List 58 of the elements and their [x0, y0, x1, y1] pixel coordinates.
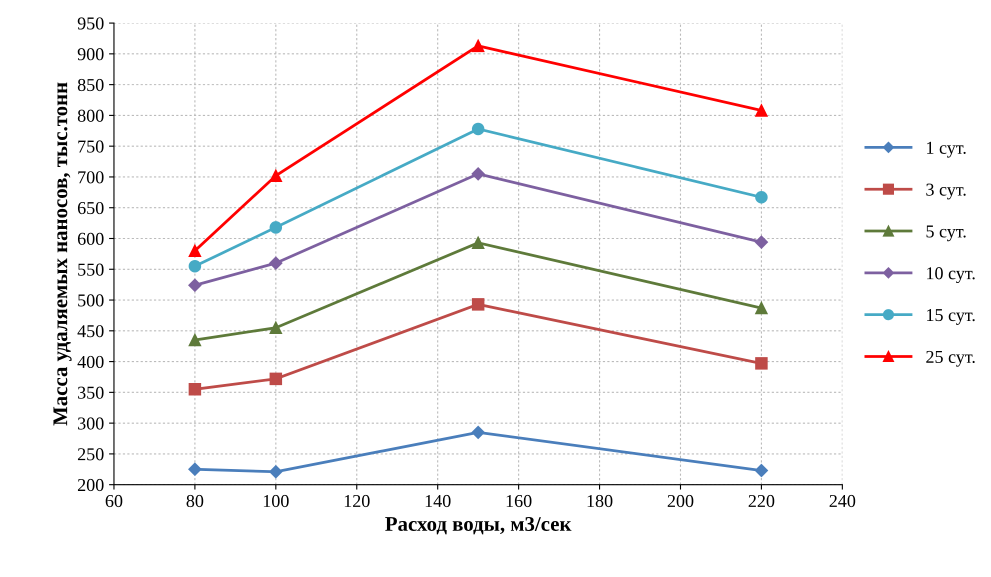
y-tick-label: 300 [78, 417, 104, 430]
point [754, 464, 768, 478]
y-axis-title: Масса удаляемых наносов, тыс.тонн [53, 82, 72, 426]
point [270, 321, 282, 334]
point [188, 278, 202, 292]
point [472, 426, 485, 439]
y-tick-label: 700 [78, 171, 104, 184]
legend-label: 25 сут. [926, 350, 975, 367]
y-tick-label: 250 [78, 448, 104, 460]
point [755, 302, 768, 314]
y-tick-label: 950 [78, 17, 104, 30]
point [270, 372, 282, 386]
point [754, 236, 768, 249]
point [755, 357, 768, 370]
point [472, 298, 484, 311]
y-tick-label: 800 [78, 110, 104, 122]
x-tick-label: 60 [106, 494, 122, 508]
y-tick-label: 650 [78, 202, 104, 214]
y-tick-label: 850 [78, 78, 104, 92]
point [472, 167, 485, 180]
y-tick-label: 900 [78, 48, 104, 60]
legend-label: 15 сут. [927, 309, 975, 325]
x-tick-label: 220 [748, 494, 774, 508]
x-tick-label: 160 [506, 494, 532, 508]
x-tick-label: 80 [186, 494, 204, 508]
x-tick-label: 180 [588, 494, 612, 508]
point [269, 465, 282, 478]
y-tick-label: 350 [78, 386, 104, 399]
point [472, 122, 484, 136]
point [270, 221, 282, 234]
x-tick-label: 120 [344, 494, 370, 508]
legend-label: 10 сут. [927, 267, 975, 284]
y-tick-label: 450 [78, 325, 104, 338]
x-tick-label: 140 [426, 494, 451, 508]
y-tick-label: 500 [78, 294, 104, 306]
point [472, 40, 484, 52]
point [755, 104, 768, 117]
x-tick-label: 240 [830, 494, 856, 508]
legend-label: 1 сут. [927, 142, 966, 158]
point [188, 462, 202, 476]
y-tick-label: 750 [78, 140, 104, 153]
point [188, 383, 202, 396]
legend-label: 3 сут. [926, 184, 966, 200]
y-tick-label: 600 [78, 232, 104, 245]
point [188, 244, 202, 258]
x-axis-title: Расход воды, м3/сек [385, 516, 572, 534]
legend-label: 5 сут. [926, 226, 966, 242]
point [755, 191, 768, 204]
point [270, 169, 282, 182]
point [472, 236, 484, 250]
y-tick-label: 400 [78, 356, 104, 368]
point [269, 256, 282, 270]
x-tick-label: 200 [668, 494, 694, 508]
y-tick-label: 550 [78, 264, 104, 276]
point [188, 260, 202, 272]
point [188, 334, 202, 346]
x-tick-label: 100 [264, 494, 289, 508]
y-tick-label: 200 [78, 478, 104, 492]
